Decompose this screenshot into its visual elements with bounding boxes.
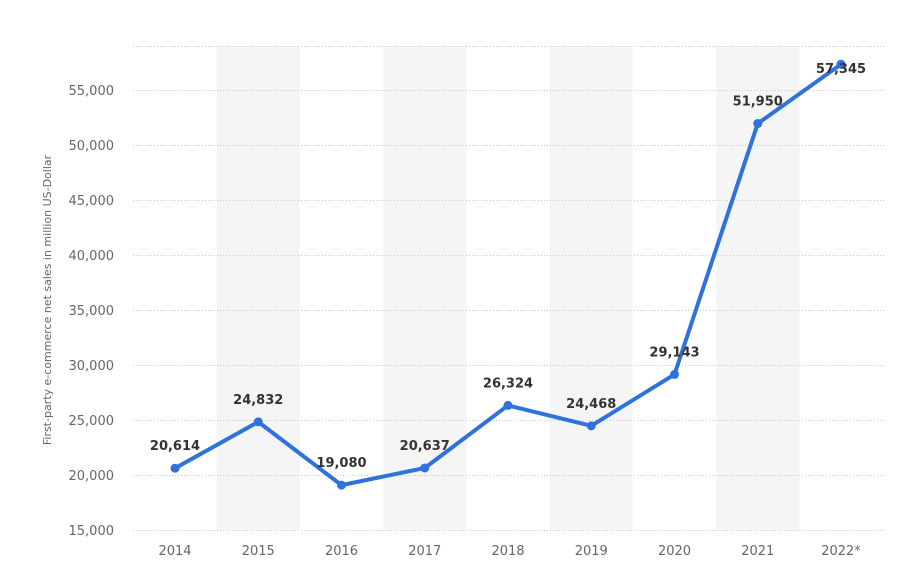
x-tick-label: 2020 (658, 544, 691, 559)
x-tick-label: 2017 (408, 544, 441, 559)
x-axis-ticks: 2014 2015 2016 2017 2018 2019 2020 2021 2022* (158, 544, 861, 559)
y-axis-title: First-party e-commerce net sales in mill… (41, 154, 54, 445)
category-band (549, 46, 633, 530)
data-point[interactable] (753, 119, 763, 129)
data-label: 57,345 (816, 62, 866, 77)
y-axis-ticks: 15,000 20,000 25,000 30,000 35,000 40,000 45,0… (69, 84, 115, 539)
data-label: 20,637 (400, 439, 450, 454)
data-label: 24,832 (233, 393, 283, 408)
y-tick-label: 15,000 (69, 524, 115, 539)
y-tick-label: 35,000 (69, 304, 115, 319)
data-labels: 20,614 24,832 19,080 20,637 26,324 24,468 29,1… (150, 62, 866, 471)
x-tick-label: 2022* (821, 544, 861, 559)
data-points (170, 59, 846, 490)
category-band (383, 46, 467, 530)
y-tick-label: 20,000 (69, 469, 115, 484)
data-label: 24,468 (566, 397, 616, 412)
y-tick-label: 55,000 (69, 84, 115, 99)
y-tick-label: 25,000 (69, 414, 115, 429)
data-point[interactable] (253, 417, 263, 427)
data-label: 20,614 (150, 439, 200, 454)
data-label: 26,324 (483, 376, 533, 391)
data-point[interactable] (503, 400, 513, 410)
data-point[interactable] (836, 59, 846, 69)
data-label: 19,080 (316, 456, 366, 471)
y-tick-label: 40,000 (69, 249, 115, 264)
data-point[interactable] (420, 463, 430, 473)
x-tick-label: 2015 (242, 544, 275, 559)
data-point[interactable] (170, 463, 180, 473)
x-tick-label: 2018 (491, 544, 524, 559)
data-point[interactable] (586, 421, 596, 431)
y-tick-label: 45,000 (69, 194, 115, 209)
x-tick-label: 2014 (158, 544, 191, 559)
x-tick-label: 2019 (575, 544, 608, 559)
x-tick-label: 2016 (325, 544, 358, 559)
data-point[interactable] (670, 369, 679, 379)
category-band (716, 46, 800, 530)
data-point[interactable] (337, 480, 346, 490)
data-label: 51,950 (733, 95, 783, 110)
category-band (216, 46, 300, 530)
y-tick-label: 30,000 (69, 359, 115, 374)
data-label: 29,143 (649, 345, 699, 360)
x-tick-label: 2021 (741, 544, 774, 559)
y-tick-label: 50,000 (69, 139, 115, 154)
